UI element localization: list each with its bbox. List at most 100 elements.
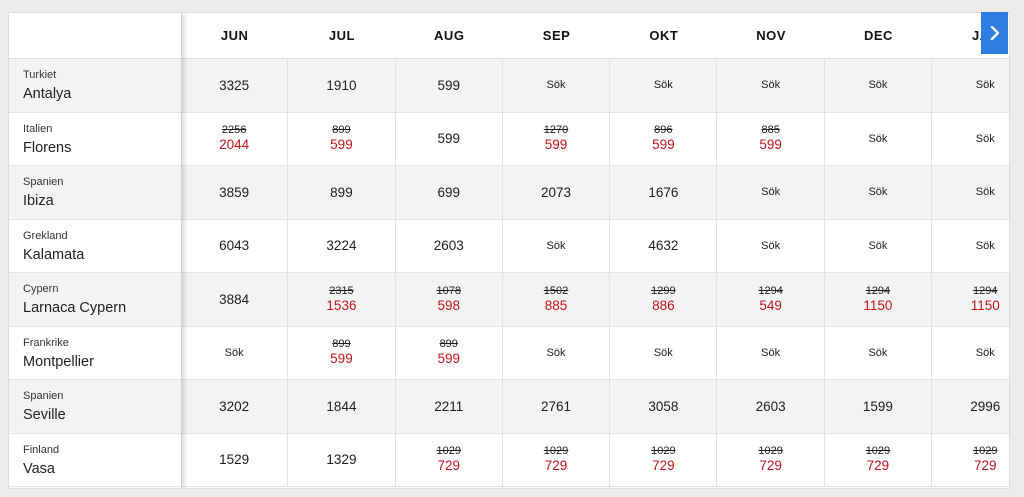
price-cell[interactable]: Sök [181,326,289,379]
destination-row[interactable]: Spanien Ibiza [9,166,181,220]
price-cell[interactable]: 3058 [610,380,718,433]
price-cell[interactable]: 3884 [181,273,289,326]
price-cell[interactable]: 1910 [288,59,396,112]
search-link[interactable]: Sök [975,239,995,252]
destination-row[interactable]: Turkiet Antalya [9,59,181,113]
price-cell[interactable]: 4632 [610,219,718,272]
price-cell[interactable]: 1599 [825,380,933,433]
search-link[interactable]: Sök [868,346,888,359]
search-link[interactable]: Sök [546,239,566,252]
search-link[interactable]: Sök [975,186,995,199]
price-cell[interactable]: 1844 [288,380,396,433]
search-link[interactable]: Sök [868,239,888,252]
price-cell[interactable]: Sök [610,326,718,379]
price-cell[interactable]: Sök [932,327,1009,380]
price-cell[interactable]: 3859 [181,166,289,219]
price-cell[interactable]: 1676 [610,166,718,219]
discount-price: 729 [866,458,890,474]
price-cell[interactable]: Sök [717,219,825,272]
destination-row[interactable]: Italien Florens [9,113,181,166]
price-cell[interactable]: 2603 [717,380,825,433]
price-cell[interactable]: Sök [932,166,1009,219]
search-link[interactable]: Sök [653,346,673,359]
price-cell[interactable]: 899 599 [288,326,396,379]
price-cell[interactable]: 899 599 [288,112,396,165]
price-cell[interactable]: 599 [396,59,503,112]
price-cell[interactable]: 2996 [932,380,1009,433]
original-price: 1299 [651,284,676,297]
price-cell[interactable]: Sök [932,59,1009,112]
next-months-button[interactable] [981,12,1008,54]
price-cell[interactable]: 1029 729 [503,433,611,486]
price-cell[interactable]: 6043 [181,219,289,272]
price-cell[interactable]: Sök [503,326,611,379]
price-cell[interactable]: 1299 886 [610,273,718,326]
price-cell[interactable]: Sök [825,219,933,272]
price-value: 2996 [970,398,1001,414]
price-cell[interactable]: 1029 729 [932,434,1009,487]
price-cell[interactable]: Sök [825,112,933,165]
price-cell[interactable]: Sök [503,59,611,112]
price-cell[interactable]: 899 599 [396,326,503,379]
price-cell[interactable]: 1029 729 [610,433,718,486]
price-cell[interactable]: 1078 598 [396,273,503,326]
price-cell[interactable]: 2761 [503,380,611,433]
destination-row[interactable]: Finland Vasa [9,434,181,487]
search-link[interactable]: Sök [868,132,888,145]
search-link[interactable]: Sök [975,79,995,92]
search-link[interactable]: Sök [761,239,781,252]
price-cell[interactable]: Sök [825,59,933,112]
table-row: 3884 2315 1536 1078 598 1502 885 1299 886 1294 549… [181,273,1009,327]
search-link[interactable]: Sök [224,346,244,359]
search-link[interactable]: Sök [761,186,781,199]
destination-row[interactable]: Spanien Seville [9,380,181,434]
price-cell[interactable]: 1529 [181,433,289,486]
price-cell[interactable]: 1029 729 [825,433,933,486]
destination-row[interactable]: Cypern Larnaca Cypern [9,273,181,327]
price-cell[interactable]: Sök [610,59,718,112]
price-cell[interactable]: 899 [288,166,396,219]
price-cell[interactable]: Sök [717,59,825,112]
price-cell[interactable]: 885 599 [717,112,825,165]
price-value: 2603 [433,238,464,254]
price-cell[interactable]: 1294 1150 [932,273,1009,326]
price-cell[interactable]: 699 [396,166,503,219]
search-link[interactable]: Sök [546,79,566,92]
destination-row[interactable]: Grekland Kalamata [9,220,181,273]
price-cell[interactable]: 1029 729 [717,433,825,486]
price-cell[interactable]: 599 [396,112,503,165]
price-cell[interactable]: 1329 [288,433,396,486]
price-cell[interactable]: Sök [932,113,1009,166]
search-link[interactable]: Sök [546,346,566,359]
price-cell[interactable]: 2315 1536 [288,273,396,326]
search-link[interactable]: Sök [761,79,781,92]
price-cell[interactable]: 1294 1150 [825,273,933,326]
search-link[interactable]: Sök [975,346,995,359]
price-cell[interactable]: 2603 [396,219,503,272]
price-cell[interactable]: Sök [717,166,825,219]
search-link[interactable]: Sök [868,79,888,92]
price-cell[interactable]: Sök [825,326,933,379]
price-cell[interactable]: Sök [932,220,1009,273]
price-cell[interactable]: 3325 [181,59,289,112]
price-cell[interactable]: 3224 [288,219,396,272]
destination-row[interactable]: Frankrike Montpellier [9,327,181,380]
search-link[interactable]: Sök [761,346,781,359]
search-link[interactable]: Sök [975,132,995,145]
price-cell[interactable]: 1294 549 [717,273,825,326]
search-link[interactable]: Sök [868,186,888,199]
price-cell[interactable]: Sök [825,166,933,219]
price-cell[interactable]: 3202 [181,380,289,433]
price-value: 899 [330,184,353,200]
price-cell[interactable]: Sök [503,219,611,272]
price-cell[interactable]: 1270 599 [503,112,611,165]
price-cell[interactable]: 1029 729 [396,433,503,486]
price-cell[interactable]: 1502 885 [503,273,611,326]
price-cell[interactable]: 896 599 [610,112,718,165]
price-cell[interactable]: 2211 [396,380,503,433]
table-row: 3325 1910 599 Sök Sök Sök Sök Sök [181,59,1009,113]
price-cell[interactable]: 2256 2044 [181,112,289,165]
price-cell[interactable]: Sök [717,326,825,379]
search-link[interactable]: Sök [653,79,673,92]
price-cell[interactable]: 2073 [503,166,611,219]
